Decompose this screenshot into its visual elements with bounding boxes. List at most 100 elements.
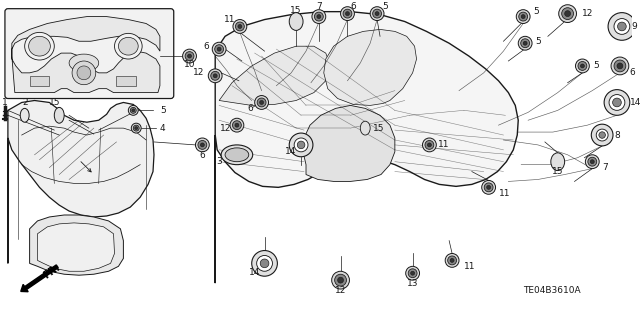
Polygon shape xyxy=(215,12,518,283)
Circle shape xyxy=(586,155,599,169)
Circle shape xyxy=(482,181,495,194)
Circle shape xyxy=(411,271,415,275)
Text: 8: 8 xyxy=(614,130,620,139)
Circle shape xyxy=(340,7,355,20)
Text: 1: 1 xyxy=(2,98,8,107)
Circle shape xyxy=(346,12,349,16)
Circle shape xyxy=(614,60,626,72)
Text: 5: 5 xyxy=(535,37,541,46)
Circle shape xyxy=(297,141,305,149)
Circle shape xyxy=(260,100,264,104)
Circle shape xyxy=(428,143,431,147)
Text: 12: 12 xyxy=(220,124,232,133)
Circle shape xyxy=(559,5,577,23)
Circle shape xyxy=(260,259,269,268)
Text: 12: 12 xyxy=(193,68,204,77)
Circle shape xyxy=(131,123,141,133)
Text: 2: 2 xyxy=(22,98,28,107)
Circle shape xyxy=(406,266,420,280)
Polygon shape xyxy=(12,17,160,93)
Polygon shape xyxy=(38,223,115,271)
Circle shape xyxy=(614,19,630,34)
Circle shape xyxy=(335,274,346,286)
Text: 12: 12 xyxy=(582,9,594,18)
Circle shape xyxy=(521,39,529,48)
Text: 15: 15 xyxy=(373,124,385,133)
Text: 7: 7 xyxy=(316,2,322,11)
Polygon shape xyxy=(29,215,124,275)
Circle shape xyxy=(230,118,244,132)
Ellipse shape xyxy=(289,13,303,30)
Ellipse shape xyxy=(25,32,54,60)
Circle shape xyxy=(518,36,532,50)
Text: 6: 6 xyxy=(200,151,205,160)
Circle shape xyxy=(238,25,242,28)
Circle shape xyxy=(131,108,136,113)
Polygon shape xyxy=(324,29,417,105)
Circle shape xyxy=(198,140,207,149)
Ellipse shape xyxy=(115,33,142,59)
Ellipse shape xyxy=(69,54,99,72)
Circle shape xyxy=(609,94,625,110)
Circle shape xyxy=(408,269,417,278)
Circle shape xyxy=(575,59,589,73)
Circle shape xyxy=(200,143,204,147)
Circle shape xyxy=(608,13,636,40)
Text: 11: 11 xyxy=(438,140,450,149)
FancyArrow shape xyxy=(20,265,58,292)
Circle shape xyxy=(235,123,239,127)
Circle shape xyxy=(233,19,247,33)
Circle shape xyxy=(208,69,222,83)
Circle shape xyxy=(612,98,621,107)
Circle shape xyxy=(252,250,277,276)
Circle shape xyxy=(519,12,527,21)
Text: 13: 13 xyxy=(407,278,419,288)
Text: 5: 5 xyxy=(593,62,599,70)
Circle shape xyxy=(185,52,194,61)
Circle shape xyxy=(294,138,308,152)
Circle shape xyxy=(562,8,573,19)
Circle shape xyxy=(195,138,209,152)
Circle shape xyxy=(132,109,135,112)
Text: 11: 11 xyxy=(224,15,236,24)
Text: 3: 3 xyxy=(216,157,222,166)
Text: 11: 11 xyxy=(464,262,476,271)
Circle shape xyxy=(337,277,344,283)
Circle shape xyxy=(447,256,456,265)
Circle shape xyxy=(314,12,323,21)
Circle shape xyxy=(232,121,241,130)
Circle shape xyxy=(343,9,352,18)
Circle shape xyxy=(236,22,244,31)
Circle shape xyxy=(188,54,191,58)
Circle shape xyxy=(372,9,381,18)
Circle shape xyxy=(289,133,313,157)
Circle shape xyxy=(317,15,321,19)
FancyBboxPatch shape xyxy=(5,9,173,99)
Circle shape xyxy=(217,47,221,51)
Circle shape xyxy=(450,258,454,263)
Text: 14: 14 xyxy=(249,268,260,277)
Circle shape xyxy=(604,90,630,115)
Circle shape xyxy=(578,62,587,70)
Circle shape xyxy=(72,61,96,85)
Circle shape xyxy=(133,125,139,131)
Circle shape xyxy=(257,98,266,107)
Circle shape xyxy=(486,185,491,189)
Text: 9: 9 xyxy=(632,22,637,31)
Text: 14: 14 xyxy=(285,147,296,156)
Circle shape xyxy=(312,10,326,24)
Circle shape xyxy=(214,45,223,54)
Circle shape xyxy=(599,132,605,138)
Circle shape xyxy=(370,7,384,20)
Circle shape xyxy=(375,12,379,16)
Circle shape xyxy=(255,96,269,109)
Ellipse shape xyxy=(20,108,29,122)
Circle shape xyxy=(425,140,434,149)
Ellipse shape xyxy=(118,37,138,55)
Text: 6: 6 xyxy=(630,68,636,77)
Circle shape xyxy=(332,271,349,289)
Ellipse shape xyxy=(360,121,370,135)
Text: 11: 11 xyxy=(499,189,510,198)
Circle shape xyxy=(257,256,273,271)
Circle shape xyxy=(618,22,626,31)
